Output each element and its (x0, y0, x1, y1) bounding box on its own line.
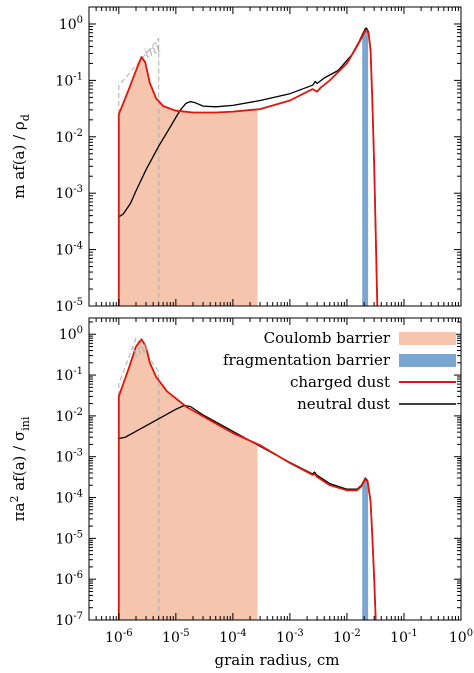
y-axis-label: m af(a) / ρd (10, 114, 32, 199)
y-tick-label: 10-1 (55, 71, 83, 89)
bottom-panel: ini 10-7 10-6 10-5 10-4 10-3 10-2 10-1 100 10-6 10… (8, 317, 473, 646)
y-tick-label: 10-3 (55, 184, 83, 202)
y-axis-label: πa2 af(a) / σini (8, 416, 32, 521)
legend-label: Coulomb barrier (264, 329, 391, 347)
legend-entry: fragmentation barrier (223, 351, 456, 369)
y-tick-label: 10-6 (55, 570, 83, 588)
y-tick-label: 10-3 (55, 448, 83, 466)
x-tick-label: 10-3 (276, 628, 304, 646)
ini-annotation: ini (130, 340, 152, 361)
plot-frame (88, 6, 462, 307)
legend-entry: neutral dust (297, 395, 456, 413)
x-tick-label: 10-5 (162, 628, 190, 646)
x-tick-label: 100 (449, 628, 473, 646)
top-panel: ini 10-5 10-4 10-3 10-2 10-1 100 m af(a) / ρd (10, 6, 462, 315)
x-axis-label: grain radius, cm (215, 651, 340, 669)
y-tick-label: 10-4 (55, 241, 83, 259)
series-fill-fragmentation-barrier (362, 479, 369, 620)
y-tick-label: 10-1 (55, 366, 83, 384)
series-fill-coulomb-barrier (118, 339, 258, 620)
legend-swatch (399, 354, 456, 367)
legend-label: fragmentation barrier (223, 351, 391, 369)
y-tick-label: 10-2 (55, 128, 83, 146)
series-line-charged-dust (117, 338, 377, 620)
series-line-ini (118, 337, 160, 620)
x-tick-label: 10-4 (219, 628, 247, 646)
y-tick-label: 100 (59, 15, 83, 33)
x-tick-label: 10-1 (390, 628, 418, 646)
legend-entry: charged dust (290, 373, 456, 391)
legend-label: charged dust (290, 373, 390, 391)
y-tick-label: 10-4 (55, 489, 83, 507)
legend-entry: Coulomb barrier (264, 329, 456, 347)
legend: Coulomb barrier fragmentation barrier char… (223, 329, 456, 413)
plot-area (117, 27, 379, 306)
series-fill-coulomb-barrier (118, 57, 258, 306)
y-tick-label: 10-5 (55, 529, 83, 547)
y-tick-label: 10-7 (55, 611, 83, 629)
x-tick-label: 10-6 (105, 628, 133, 646)
y-tick-label: 10-5 (55, 297, 83, 315)
ini-annotation: ini (142, 41, 164, 62)
y-tick-label: 10-2 (55, 407, 83, 425)
legend-swatch (399, 332, 456, 345)
y-tick-label: 100 (59, 325, 83, 343)
plot-area (117, 337, 377, 620)
legend-label: neutral dust (297, 395, 390, 413)
x-tick-label: 10-2 (333, 628, 361, 646)
series-fill-fragmentation-barrier (362, 29, 369, 306)
series-line-charged-dust (117, 28, 379, 306)
